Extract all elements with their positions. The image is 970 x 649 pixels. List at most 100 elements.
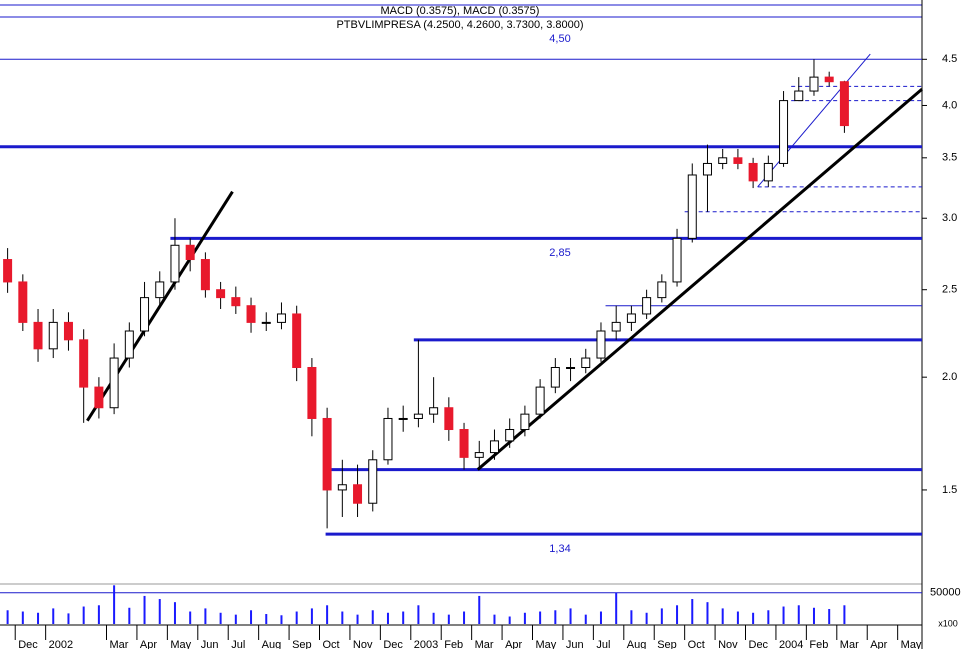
volume-bar	[493, 614, 496, 624]
candle-body	[353, 484, 363, 504]
volume-bar	[721, 608, 724, 624]
x-tick-label: May	[536, 639, 557, 649]
x-tick-label: 2004	[779, 639, 803, 649]
y-tick-label: 1.5	[942, 484, 957, 496]
trend-line	[757, 53, 871, 188]
level-label: 4,50	[549, 33, 570, 45]
candle-body	[231, 297, 241, 307]
x-tick-label: 2003	[414, 639, 438, 649]
x-tick-label: Dec	[18, 639, 38, 649]
x-tick-label: Dec	[383, 639, 403, 649]
candle-body	[48, 321, 58, 350]
x-tick-label: Dec	[749, 639, 769, 649]
x-tick-label: Mar	[110, 639, 129, 649]
volume-bar	[554, 610, 557, 624]
candle-body	[79, 339, 89, 388]
candle-body	[170, 244, 180, 283]
volume-bar	[6, 610, 9, 624]
volume-bar	[310, 608, 313, 624]
x-tick-label: Apr	[505, 639, 522, 649]
volume-bar	[97, 605, 100, 624]
level-label: 2,85	[549, 247, 570, 259]
candle-body	[140, 297, 150, 332]
volume-bar	[21, 611, 24, 624]
volume-bar	[736, 611, 739, 624]
volume-bar	[52, 608, 55, 624]
candle-body	[763, 162, 773, 182]
volume-bar	[447, 614, 450, 624]
candle-body	[489, 440, 499, 454]
volume-bar	[569, 608, 572, 624]
x-tick-label: Jun	[566, 639, 584, 649]
trend-line	[476, 88, 923, 471]
volume-bar	[128, 607, 131, 624]
volume-bar	[402, 611, 405, 624]
volume-bar	[767, 610, 770, 624]
volume-bar	[660, 608, 663, 624]
candle-body	[733, 157, 743, 164]
volume-bar	[219, 612, 222, 624]
volume-bar	[630, 610, 633, 624]
chart-subtitle: MACD (0.3575), MACD (0.3575)	[381, 5, 540, 17]
volume-bar	[234, 614, 237, 624]
candle-body	[33, 321, 43, 350]
x-tick-label: Nov	[718, 639, 738, 649]
volume-bar	[599, 611, 602, 624]
volume-bar	[326, 605, 329, 624]
x-tick-label: Jul	[596, 639, 610, 649]
candle-body	[261, 321, 271, 324]
candle-body	[611, 321, 621, 332]
x-tick-label: Jul	[231, 639, 245, 649]
candle-body	[520, 413, 530, 431]
volume-bar	[417, 605, 420, 624]
candle-body	[505, 429, 515, 442]
x-tick-label: Feb	[444, 639, 463, 649]
candle-body	[657, 281, 667, 299]
candle-body	[109, 357, 119, 409]
x-tick-label: Jun	[201, 639, 219, 649]
volume-bar	[386, 612, 389, 624]
candle-body	[566, 366, 576, 369]
volume-bar	[523, 612, 526, 624]
candle-body	[550, 366, 560, 388]
volume-bar	[371, 610, 374, 624]
candle-body	[809, 76, 819, 92]
volume-bar	[539, 611, 542, 624]
volume-tick-label: 50000	[930, 587, 961, 599]
volume-bar	[143, 595, 146, 624]
volume-bar	[82, 606, 85, 624]
candle-body	[200, 259, 210, 291]
x-tick-label: Apr	[140, 639, 157, 649]
candle-body	[185, 244, 195, 261]
volume-bar	[113, 585, 116, 624]
volume-bar	[280, 615, 283, 624]
candle-body	[3, 259, 13, 283]
candle-body	[626, 313, 636, 323]
volume-bar	[691, 599, 694, 624]
volume-bar	[478, 595, 481, 624]
candle-body	[413, 413, 423, 419]
volume-bar	[508, 616, 511, 624]
candle-body	[702, 162, 712, 176]
volume-bar	[204, 608, 207, 624]
x-tick-label: Aug	[627, 639, 647, 649]
volume-bar	[432, 612, 435, 624]
x-tick-label: Nov	[353, 639, 373, 649]
volume-bar	[584, 614, 587, 624]
candle-body	[535, 386, 545, 415]
volume-bar	[782, 606, 785, 624]
volume-bar	[752, 612, 755, 624]
y-tick-label: 3.5	[942, 152, 957, 164]
candle-body	[642, 297, 652, 315]
candle-body	[459, 429, 469, 458]
volume-bar	[295, 611, 298, 624]
volume-bar	[843, 605, 846, 624]
volume-bar	[37, 612, 40, 624]
volume-bar	[356, 614, 359, 624]
candle-body	[398, 417, 408, 420]
volume-bar	[706, 602, 709, 624]
x-tick-label: May	[170, 639, 191, 649]
volume-bar	[615, 592, 618, 624]
candle-body	[63, 321, 73, 341]
x-tick-label: Sep	[657, 639, 677, 649]
